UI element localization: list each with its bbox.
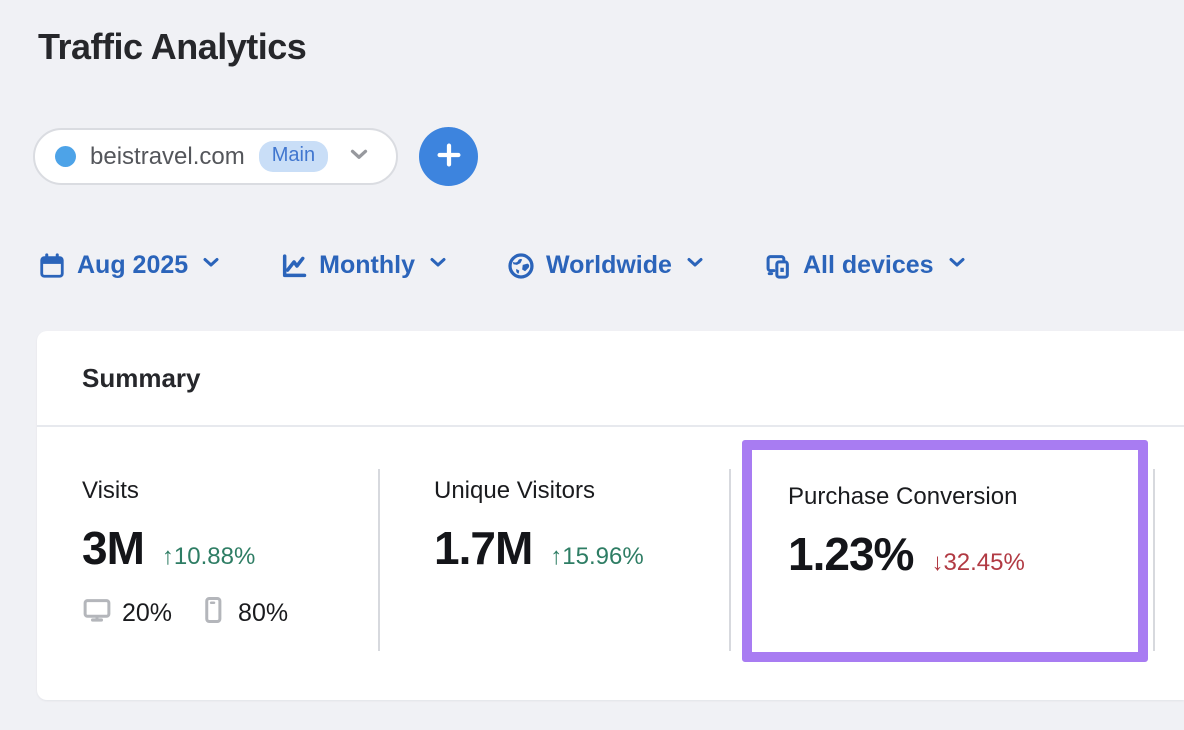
chevron-down-icon (683, 250, 707, 281)
metric-value: 3M (82, 522, 145, 574)
metric-change: ↓32.45% (931, 549, 1025, 576)
chevron-down-icon (426, 250, 450, 281)
domain-selector-row: beistravel.com Main (33, 127, 479, 186)
domain-selector[interactable]: beistravel.com Main (33, 128, 399, 185)
filters-row: Aug 2025 Monthly Worldwide (38, 250, 969, 281)
domain-status-dot (55, 146, 76, 167)
summary-title: Summary (82, 362, 201, 393)
main-badge: Main (258, 141, 329, 172)
devices-filter-label: All devices (802, 251, 934, 279)
purple-highlight-annotation: Purchase Conversion 1.23% ↓32.45% (742, 440, 1148, 662)
page-title: Traffic Analytics (38, 26, 307, 67)
device-split-row: 20% 80% (82, 595, 288, 632)
mobile-icon (198, 595, 228, 632)
desktop-share: 20% (122, 599, 173, 627)
summary-card-header: Summary (37, 331, 1184, 427)
metric-purchase-conversion: Purchase Conversion 1.23% ↓32.45% (788, 483, 1025, 581)
region-filter-label: Worldwide (546, 251, 672, 279)
column-divider (1153, 469, 1155, 651)
summary-metrics: Visits 3M ↑10.88% 20% (37, 427, 1184, 698)
column-divider (729, 469, 731, 651)
domain-name: beistravel.com (90, 142, 245, 170)
metric-visits: Visits 3M ↑10.88% 20% (82, 477, 288, 632)
globe-icon (507, 252, 535, 280)
metric-change: ↑15.96% (550, 543, 644, 570)
metric-unique-visitors: Unique Visitors 1.7M ↑15.96% (434, 477, 644, 575)
plus-icon (434, 140, 464, 173)
chevron-down-icon (346, 141, 372, 172)
desktop-icon (82, 595, 112, 632)
metric-label: Unique Visitors (434, 477, 595, 504)
metric-value: 1.23% (788, 528, 914, 580)
metric-label: Purchase Conversion (788, 483, 1018, 510)
devices-filter[interactable]: All devices (764, 250, 969, 281)
column-divider (378, 469, 380, 651)
metric-value: 1.7M (434, 522, 533, 574)
calendar-icon (38, 252, 66, 280)
granularity-filter[interactable]: Monthly (280, 250, 450, 281)
date-filter[interactable]: Aug 2025 (38, 250, 223, 281)
date-filter-label: Aug 2025 (77, 251, 189, 279)
metric-change: ↑10.88% (161, 543, 256, 570)
summary-card: Summary Visits 3M ↑10.88% 20% (37, 331, 1184, 700)
chevron-down-icon (199, 250, 223, 281)
devices-icon (764, 252, 792, 280)
granularity-filter-label: Monthly (319, 251, 415, 279)
line-chart-icon (280, 252, 308, 280)
metric-label: Visits (82, 477, 139, 504)
chevron-down-icon (945, 250, 969, 281)
mobile-share: 80% (238, 599, 289, 627)
region-filter[interactable]: Worldwide (507, 250, 707, 281)
add-domain-button[interactable] (419, 127, 479, 186)
